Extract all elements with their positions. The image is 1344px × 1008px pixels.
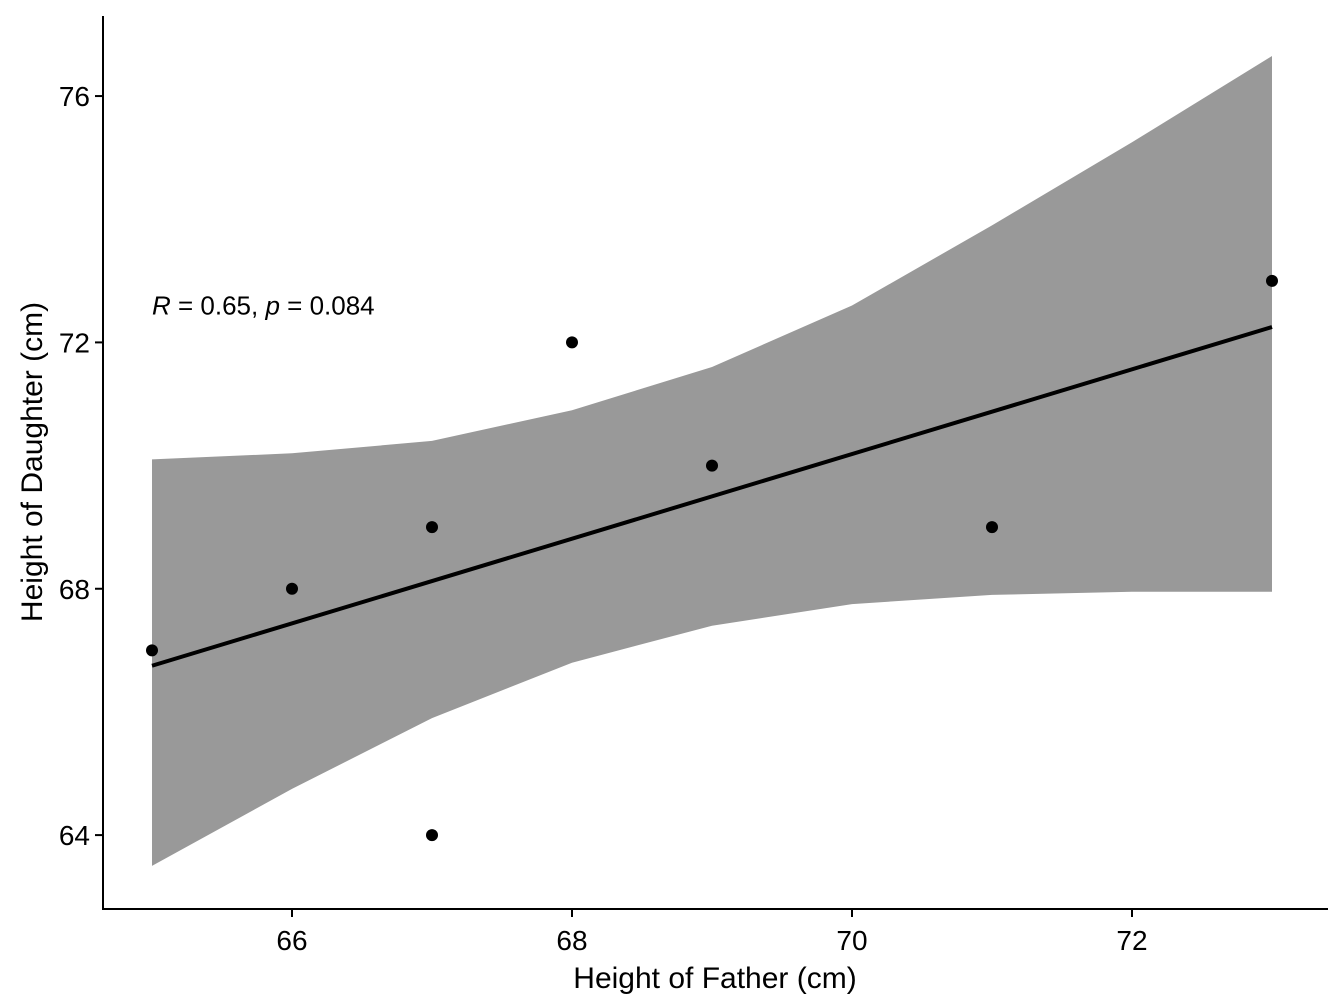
y-tick-label: 64 <box>59 820 90 851</box>
data-point <box>286 582 298 595</box>
x-tick-label: 68 <box>556 925 587 956</box>
data-point <box>706 459 718 472</box>
x-tick-label: 66 <box>276 925 307 956</box>
x-axis-ticks: 66 68 70 72 <box>276 909 1148 956</box>
y-axis-title: Height of Daughter (cm) <box>16 302 49 622</box>
y-axis-ticks: 64 68 72 76 <box>59 81 103 851</box>
data-point <box>1266 274 1278 287</box>
data-point <box>986 521 998 534</box>
y-tick-label: 72 <box>59 327 90 358</box>
regression-line <box>151 325 1273 668</box>
x-tick-label: 70 <box>836 925 867 956</box>
y-tick-label: 76 <box>59 81 90 112</box>
p-value-text: = 0.084 <box>280 290 375 320</box>
r-symbol: R <box>152 290 171 320</box>
y-tick-label: 68 <box>59 574 90 605</box>
regression-line-layer <box>151 325 1273 668</box>
data-point <box>426 829 438 842</box>
x-axis-title: Height of Father (cm) <box>573 962 856 995</box>
data-point <box>426 521 438 534</box>
data-point <box>146 644 158 657</box>
r-value-text: = 0.65, <box>171 290 266 320</box>
x-tick-label: 72 <box>1116 925 1147 956</box>
data-points-layer <box>146 274 1278 842</box>
p-symbol: p <box>264 290 279 320</box>
data-point <box>566 336 578 349</box>
correlation-annotation: R = 0.65, p = 0.084 <box>152 290 375 320</box>
